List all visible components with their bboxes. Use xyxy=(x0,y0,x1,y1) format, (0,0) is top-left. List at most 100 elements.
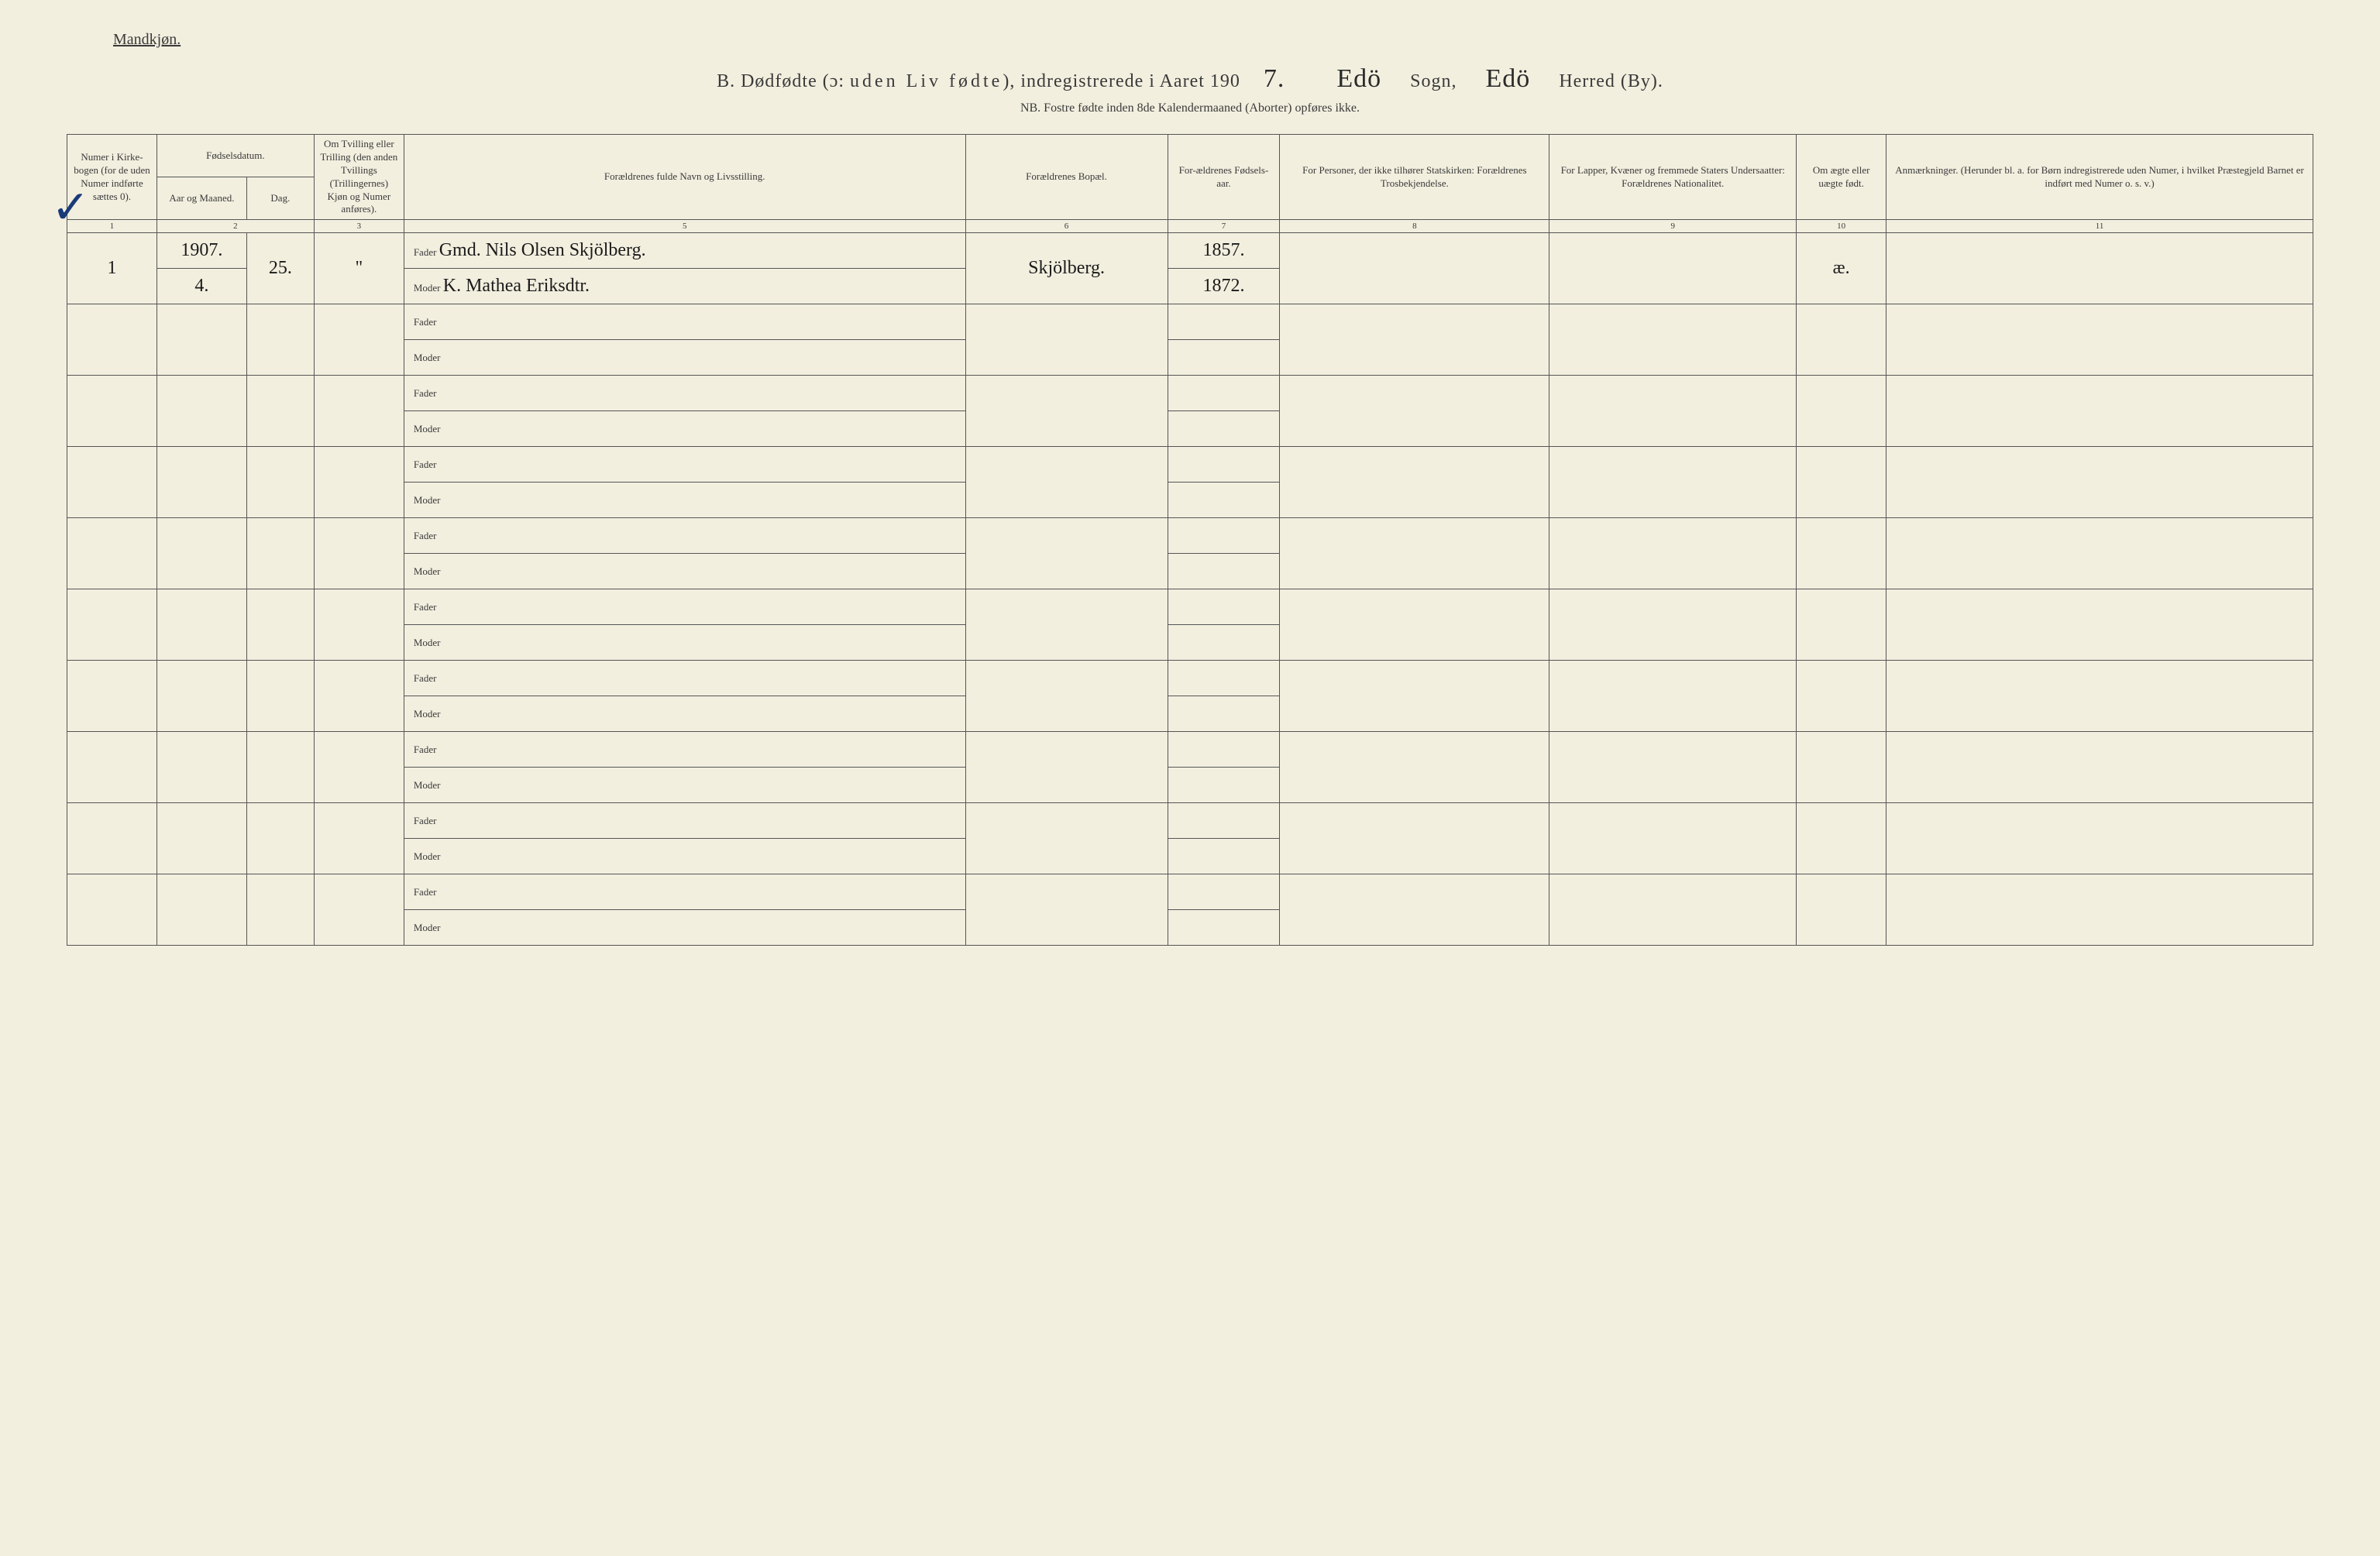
cell-tvilling xyxy=(314,589,404,661)
col-aegte: Om ægte eller uægte født. xyxy=(1797,135,1886,220)
cell-tros xyxy=(1280,233,1549,304)
cell-aar-mnd-top: 1907. xyxy=(156,233,246,269)
cell-moder: Moder xyxy=(404,910,965,946)
cell-aar-mnd xyxy=(156,518,246,589)
moder-label: Moder xyxy=(414,282,441,294)
cell-dag xyxy=(246,661,314,732)
cell-aar-mnd xyxy=(156,803,246,874)
cell-moder: Moder xyxy=(404,696,965,732)
cell-fader: Fader xyxy=(404,447,965,483)
colnum-7: 7 xyxy=(1168,220,1280,233)
year-digit: 7. xyxy=(1264,64,1285,94)
cell-moder: Moder xyxy=(404,411,965,447)
cell-aegte xyxy=(1797,661,1886,732)
cell-fader: Fader xyxy=(404,661,965,696)
cell-nat xyxy=(1549,803,1797,874)
cell-aar-mnd xyxy=(156,589,246,661)
cell-tros xyxy=(1280,447,1549,518)
cell-tros xyxy=(1280,518,1549,589)
cell-anm xyxy=(1886,661,2313,732)
cell-dag xyxy=(246,589,314,661)
cell-aegte xyxy=(1797,447,1886,518)
cell-faar-f xyxy=(1168,589,1280,625)
colnum-6: 6 xyxy=(965,220,1168,233)
cell-anm xyxy=(1886,589,2313,661)
cell-nat xyxy=(1549,518,1797,589)
col-fodselsdatum: Fødselsdatum. xyxy=(156,135,314,177)
cell-bopael xyxy=(965,304,1168,376)
cell-anm xyxy=(1886,304,2313,376)
cell-faar-m xyxy=(1168,483,1280,518)
col-aar-maaned: Aar og Maaned. xyxy=(156,177,246,220)
colnum-2: 2 xyxy=(156,220,314,233)
cell-fader: Fader xyxy=(404,732,965,768)
cell-bopael xyxy=(965,518,1168,589)
cell-nat xyxy=(1549,376,1797,447)
cell-aegte xyxy=(1797,589,1886,661)
cell-moder: Moder xyxy=(404,483,965,518)
col-nationalitet: For Lapper, Kvæner og fremmede Staters U… xyxy=(1549,135,1797,220)
cell-nat xyxy=(1549,447,1797,518)
cell-dag xyxy=(246,304,314,376)
cell-aegte xyxy=(1797,874,1886,946)
cell-aegte xyxy=(1797,518,1886,589)
cell-faar-f xyxy=(1168,447,1280,483)
colnum-11: 11 xyxy=(1886,220,2313,233)
cell-faar-m xyxy=(1168,696,1280,732)
cell-tvilling xyxy=(314,304,404,376)
cell-aar-mnd xyxy=(156,661,246,732)
cell-anm xyxy=(1886,376,2313,447)
cell-moder: Moder K. Mathea Eriksdtr. xyxy=(404,269,965,304)
cell-bopael xyxy=(965,661,1168,732)
cell-bopael xyxy=(965,732,1168,803)
subtitle: NB. Fostre fødte inden 8de Kalendermaane… xyxy=(67,101,2313,115)
cell-numer xyxy=(67,732,157,803)
cell-faar-f xyxy=(1168,518,1280,554)
cell-faar-m xyxy=(1168,554,1280,589)
table-row: Fader xyxy=(67,376,2313,411)
cell-tros xyxy=(1280,376,1549,447)
cell-faar-m xyxy=(1168,839,1280,874)
col-bopael: Forældrenes Bopæl. xyxy=(965,135,1168,220)
cell-faar-m: 1872. xyxy=(1168,269,1280,304)
cell-bopael xyxy=(965,589,1168,661)
sogn-handwritten: Edö xyxy=(1336,64,1381,94)
page-title: B. Dødfødte (ɔ: uden Liv fødte), indregi… xyxy=(67,64,2313,94)
cell-numer xyxy=(67,661,157,732)
cell-bopael xyxy=(965,874,1168,946)
table-row: Fader xyxy=(67,447,2313,483)
cell-tvilling xyxy=(314,803,404,874)
cell-fader: Fader xyxy=(404,376,965,411)
col-foraeldre-navn: Forældrenes fulde Navn og Livsstilling. xyxy=(404,135,965,220)
register-table: Numer i Kirke-bogen (for de uden Numer i… xyxy=(67,134,2313,946)
table-row: Fader xyxy=(67,661,2313,696)
cell-fader: Fader xyxy=(404,803,965,839)
cell-numer xyxy=(67,304,157,376)
cell-numer: 1 xyxy=(67,233,157,304)
cell-aar-mnd-bot: 4. xyxy=(156,269,246,304)
cell-tvilling xyxy=(314,661,404,732)
column-number-row: 1 2 3 5 6 7 8 9 10 11 xyxy=(67,220,2313,233)
cell-nat xyxy=(1549,874,1797,946)
table-row: 1 1907. 25. " Fader Gmd. Nils Olsen Skjö… xyxy=(67,233,2313,269)
colnum-5: 5 xyxy=(404,220,965,233)
cell-faar-m xyxy=(1168,910,1280,946)
cell-anm xyxy=(1886,518,2313,589)
cell-dag xyxy=(246,732,314,803)
cell-tvilling xyxy=(314,447,404,518)
moder-value: K. Mathea Eriksdtr. xyxy=(443,276,590,296)
cell-faar-f xyxy=(1168,661,1280,696)
table-row: Fader xyxy=(67,732,2313,768)
cell-faar-f: 1857. xyxy=(1168,233,1280,269)
cell-aegte: æ. xyxy=(1797,233,1886,304)
cell-dag xyxy=(246,447,314,518)
cell-bopael: Skjölberg. xyxy=(965,233,1168,304)
cell-dag xyxy=(246,518,314,589)
cell-fader: Fader xyxy=(404,589,965,625)
cell-tros xyxy=(1280,661,1549,732)
cell-aar-mnd xyxy=(156,304,246,376)
fader-label: Fader xyxy=(414,246,437,258)
cell-nat xyxy=(1549,304,1797,376)
cell-tvilling xyxy=(314,732,404,803)
title-prefix: B. Dødfødte (ɔ: xyxy=(717,71,850,91)
